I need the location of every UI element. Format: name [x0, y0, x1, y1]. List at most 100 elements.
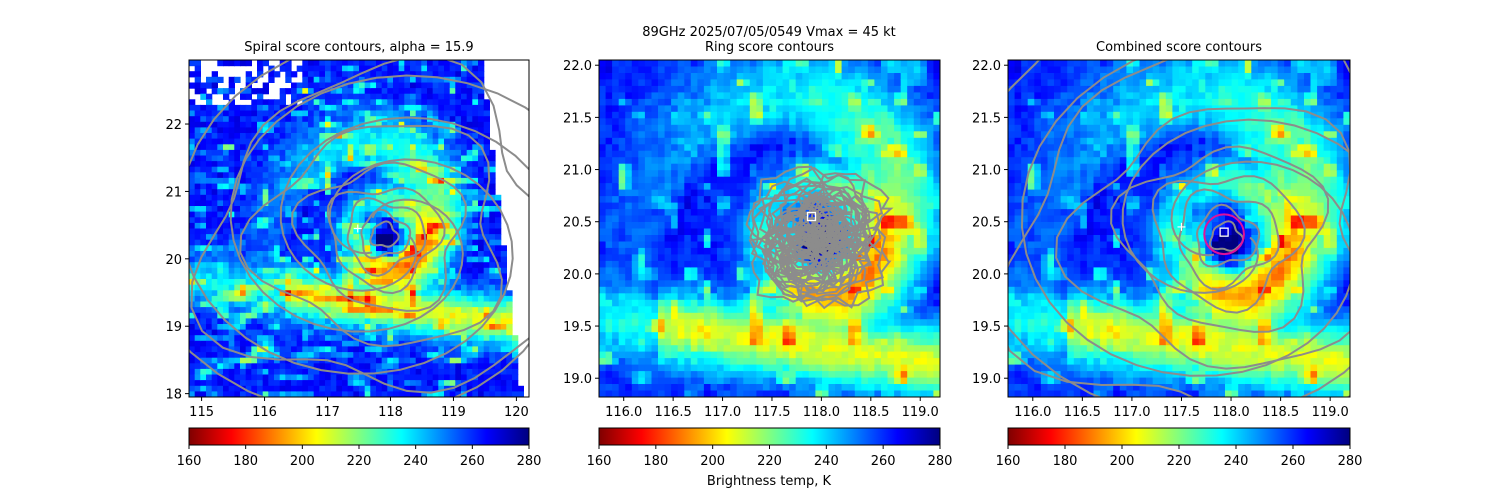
panel-2: Ring score contours 116.0 116.5 117.0 117.5 1… [563, 40, 952, 469]
x-tick-label: 118.5 [852, 405, 889, 420]
y-tick-label: 19 [165, 320, 182, 335]
score-contours [189, 60, 529, 397]
colorbar-tick-label: 160 [996, 454, 1021, 469]
ring-contour [767, 211, 826, 266]
y-tick-label: 20 [165, 253, 182, 268]
spiral-contour [189, 116, 529, 397]
x-tick-label: 117.5 [1163, 405, 1200, 420]
colorbar-tick-label: 220 [347, 454, 372, 469]
x-tick-label: 117.0 [704, 405, 741, 420]
figure-suptitle: 89GHz 2025/07/05/0549 Vmax = 45 kt [642, 25, 896, 40]
colorbar-tick-label: 160 [587, 454, 612, 469]
ring-contour [770, 192, 873, 289]
colorbar-gradient [1007, 427, 1351, 446]
x-tick-label: 120 [504, 405, 529, 420]
y-tick-label: 22.0 [563, 59, 592, 74]
colorbar-tick-label: 220 [757, 454, 782, 469]
y-tick-label: 22 [165, 118, 182, 133]
colorbar-label: Brightness temp, K [707, 474, 832, 489]
y-tick-label: 20.5 [972, 216, 1001, 231]
spiral-contour [1020, 60, 1350, 377]
y-tick-label: 21.5 [972, 111, 1001, 126]
colorbar: 160 180 200 220 240 260 280 [177, 427, 542, 469]
x-tick-label: 116.5 [1064, 405, 1101, 420]
x-tick-label: 117.5 [753, 405, 790, 420]
panel-1: Spiral score contours, alpha = 15.9 115 11… [165, 40, 542, 469]
axes-frame [598, 59, 941, 398]
x-tick-label: 116.0 [605, 405, 642, 420]
y-tick-label: 22.0 [972, 59, 1001, 74]
colorbar-tick-label: 260 [460, 454, 485, 469]
colorbar-tick-label: 220 [1167, 454, 1192, 469]
colorbar-tick-label: 240 [403, 454, 428, 469]
score-contour [1151, 175, 1306, 314]
y-tick-label: 19.0 [563, 372, 592, 387]
colorbar-tick-label: 280 [1338, 454, 1363, 469]
axes-frame [188, 59, 530, 398]
y-tick-label: 21.0 [972, 164, 1001, 179]
score-contour [1178, 188, 1280, 291]
score-contour [1208, 220, 1245, 252]
colorbar-tick-label: 200 [290, 454, 315, 469]
plus-marker [353, 224, 362, 233]
ring-contour [765, 180, 839, 244]
panel-title: Spiral score contours, alpha = 15.9 [244, 40, 473, 55]
magenta-ring [1203, 213, 1245, 256]
x-tick-label: 118 [378, 405, 403, 420]
colorbar-tick-label: 260 [1281, 454, 1306, 469]
score-contour [360, 208, 412, 260]
score-contours [745, 165, 894, 310]
score-contour [1195, 203, 1261, 268]
square-marker [1219, 227, 1229, 237]
score-contour [239, 124, 503, 348]
panel-title: Ring score contours [705, 40, 834, 55]
colorbar-gradient [188, 427, 530, 446]
y-tick-label: 19.0 [972, 372, 1001, 387]
y-tick-label: 20.0 [563, 268, 592, 283]
y-tick-label: 19.5 [972, 320, 1001, 335]
colorbar: 160 180 200 220 240 260 280 [587, 427, 953, 469]
plus-marker [1177, 222, 1186, 231]
spiral-contour [229, 74, 529, 333]
colorbar-tick-label: 180 [233, 454, 258, 469]
score-contours [1008, 60, 1350, 397]
x-tick-label: 119.0 [1312, 405, 1349, 420]
colorbar-tick-label: 260 [871, 454, 896, 469]
x-tick-label: 118.0 [1212, 405, 1249, 420]
ring-contour [778, 235, 829, 274]
colorbar-tick-label: 240 [1224, 454, 1249, 469]
ring-contour [810, 185, 867, 240]
y-tick-label: 18 [165, 388, 182, 403]
score-contour [291, 161, 467, 312]
panel-3: Combined score contours 116.0 116.5 117.0 11… [972, 40, 1363, 469]
score-contour [369, 220, 400, 248]
x-tick-label: 118.0 [803, 405, 840, 420]
x-tick-label: 117 [315, 405, 340, 420]
panel-title: Combined score contours [1096, 40, 1262, 55]
axes-frame [1007, 59, 1351, 398]
score-contour [346, 196, 427, 277]
colorbar-tick-label: 200 [1110, 454, 1135, 469]
colorbar-tick-label: 160 [177, 454, 202, 469]
score-contour [190, 60, 529, 394]
colorbar-tick-label: 280 [517, 454, 542, 469]
colorbar-tick-label: 180 [643, 454, 668, 469]
ring-contour [795, 198, 863, 259]
colorbar-tick-label: 280 [928, 454, 953, 469]
score-contour [1110, 145, 1330, 333]
x-tick-label: 116.0 [1014, 405, 1051, 420]
y-tick-label: 20.5 [563, 216, 592, 231]
y-tick-label: 20.0 [972, 268, 1001, 283]
y-tick-label: 19.5 [563, 320, 592, 335]
x-tick-label: 119 [441, 405, 466, 420]
x-tick-label: 116.5 [655, 405, 692, 420]
ring-contour [804, 232, 848, 269]
y-tick-label: 21 [165, 185, 182, 200]
colorbar: 160 180 200 220 240 260 280 [996, 427, 1363, 469]
ring-contour [757, 224, 840, 288]
y-tick-label: 21.0 [563, 164, 592, 179]
square-marker [806, 211, 817, 222]
spiral-contour [189, 60, 514, 375]
colorbar-gradient [598, 427, 941, 446]
